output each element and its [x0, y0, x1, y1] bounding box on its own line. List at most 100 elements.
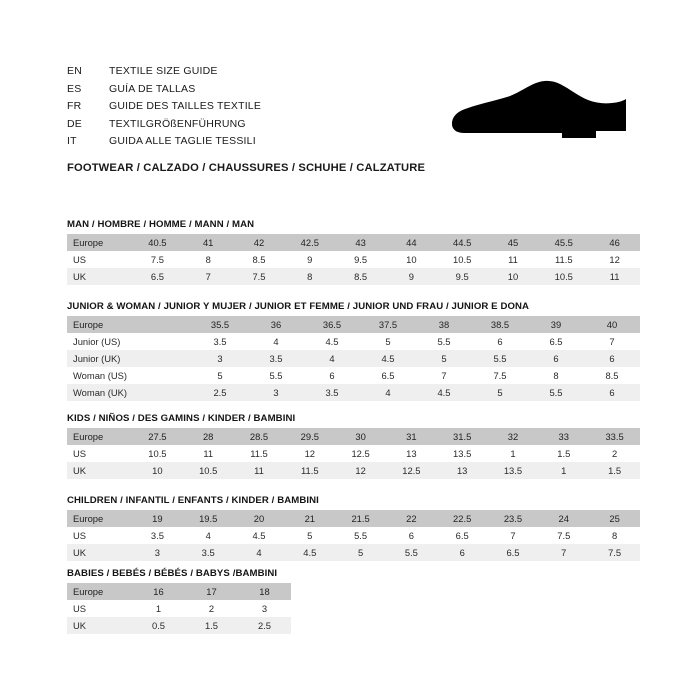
- size-cell: 20: [233, 510, 285, 527]
- table-row: UK 0.5 1.5 2.5: [67, 617, 291, 634]
- size-cell: 30: [335, 428, 386, 445]
- size-cell: 38.5: [472, 316, 528, 333]
- size-cell: 5.5: [528, 384, 584, 401]
- section-title-children: CHILDREN / INFANTIL / ENFANTS / KINDER /…: [67, 495, 319, 506]
- section-junior: JUNIOR & WOMAN / JUNIOR Y MUJER / JUNIOR…: [67, 301, 640, 401]
- language-code: EN: [67, 65, 82, 77]
- size-cell: 8.5: [335, 268, 386, 285]
- language-title: TEXTILGRÖßENFÜHRUNG: [109, 117, 246, 130]
- size-cell: 3: [192, 350, 248, 367]
- size-cell: 12: [335, 462, 386, 479]
- size-cell: 7: [487, 527, 539, 544]
- size-cell: 7.5: [472, 367, 528, 384]
- size-cell: 33: [538, 428, 590, 445]
- size-cell: 46: [589, 234, 640, 251]
- size-cell: 8: [589, 527, 640, 544]
- size-cell: 8.5: [584, 367, 640, 384]
- table-row: Woman (UK) 2.5 3 3.5 4 4.5 5 5.5 6: [67, 384, 640, 401]
- size-cell: 11: [589, 268, 640, 285]
- size-cell: 29.5: [284, 428, 336, 445]
- section-kids: KIDS / NIÑOS / DES GAMINS / KINDER / BAM…: [67, 413, 640, 479]
- table-row: US 1 2 3: [67, 600, 291, 617]
- size-cell: 2: [185, 600, 238, 617]
- dress-shoe-illustration: [444, 76, 630, 148]
- size-table-children: Europe 19 19.5 20 21 21.5 22 22.5 23.5 24 25 US 3.5 4…: [67, 510, 640, 561]
- size-cell: 12.5: [385, 462, 437, 479]
- size-cell: 4.5: [304, 333, 360, 350]
- row-label: US: [67, 445, 132, 462]
- size-cell: 13: [385, 445, 437, 462]
- size-cell: 6.5: [436, 527, 488, 544]
- size-cell: 5: [416, 350, 472, 367]
- section-title-kids: KIDS / NIÑOS / DES GAMINS / KINDER / BAM…: [67, 413, 296, 424]
- size-cell: 28.5: [233, 428, 285, 445]
- size-cell: 7: [584, 333, 640, 350]
- size-cell: 4.5: [233, 527, 285, 544]
- size-cell: 7: [538, 544, 590, 561]
- size-cell: 3: [248, 384, 304, 401]
- size-cell: 1: [132, 600, 185, 617]
- row-label: US: [67, 600, 132, 617]
- size-cell: 9: [385, 268, 437, 285]
- size-cell: 9: [284, 251, 336, 268]
- size-cell: 7: [416, 367, 472, 384]
- size-cell: 12: [589, 251, 640, 268]
- size-cell: 6.5: [132, 268, 183, 285]
- size-cell: 36.5: [304, 316, 360, 333]
- size-cell: 41: [182, 234, 234, 251]
- size-cell: 2.5: [238, 617, 291, 634]
- section-title-junior: JUNIOR & WOMAN / JUNIOR Y MUJER / JUNIOR…: [67, 301, 530, 312]
- table-row: Europe 27.5 28 28.5 29.5 30 31 31.5 32 33 33.5: [67, 428, 640, 445]
- size-cell: 6: [584, 384, 640, 401]
- size-cell: 13: [436, 462, 488, 479]
- size-cell: 13.5: [436, 445, 488, 462]
- size-cell: 7.5: [538, 527, 590, 544]
- size-cell: 0.5: [132, 617, 185, 634]
- size-cell: 21.5: [335, 510, 386, 527]
- size-cell: 4: [248, 333, 304, 350]
- size-cell: 4: [304, 350, 360, 367]
- size-cell: 6.5: [360, 367, 416, 384]
- language-code: DE: [67, 117, 82, 130]
- size-cell: 16: [132, 583, 185, 600]
- size-cell: 1.5: [589, 462, 640, 479]
- row-label: Europe: [67, 510, 132, 527]
- size-cell: 27.5: [132, 428, 183, 445]
- table-row: Junior (US) 3.5 4 4.5 5 5.5 6 6.5 7: [67, 333, 640, 350]
- row-label: Europe: [67, 583, 132, 600]
- language-title: GUÍA DE TALLAS: [109, 82, 196, 95]
- size-cell: 10.5: [436, 251, 488, 268]
- size-cell: 36: [248, 316, 304, 333]
- language-title: TEXTILE SIZE GUIDE: [109, 65, 218, 77]
- size-cell: 25: [589, 510, 640, 527]
- table-row: UK 3 3.5 4 4.5 5 5.5 6 6.5 7 7.5: [67, 544, 640, 561]
- size-cell: 37.5: [360, 316, 416, 333]
- size-cell: 9.5: [335, 251, 386, 268]
- size-cell: 5.5: [416, 333, 472, 350]
- size-cell: 21: [284, 510, 336, 527]
- size-cell: 5.5: [248, 367, 304, 384]
- size-cell: 5: [192, 367, 248, 384]
- table-row: Europe 40.5 41 42 42.5 43 44 44.5 45 45.5 46: [67, 234, 640, 251]
- size-cell: 11.5: [284, 462, 336, 479]
- size-cell: 4: [360, 384, 416, 401]
- size-table-man: Europe 40.5 41 42 42.5 43 44 44.5 45 45.5 46 US 7.5 8…: [67, 234, 640, 285]
- size-cell: 40.5: [132, 234, 183, 251]
- size-cell: 2.5: [192, 384, 248, 401]
- row-label: UK: [67, 544, 132, 561]
- size-cell: 11.5: [538, 251, 590, 268]
- size-cell: 12.5: [335, 445, 386, 462]
- size-cell: 44: [385, 234, 437, 251]
- size-cell: 8: [528, 367, 584, 384]
- section-man: MAN / HOMBRE / HOMME / MANN / MAN Europe 4…: [67, 219, 640, 285]
- size-cell: 3.5: [304, 384, 360, 401]
- language-title-block: EN TEXTILE SIZE GUIDE ES GUÍA DE TALLAS FR GU…: [67, 63, 627, 151]
- size-cell: 6: [304, 367, 360, 384]
- size-cell: 10.5: [182, 462, 234, 479]
- size-table-babies: Europe 16 17 18 US 1 2 3 UK 0.5 1.5 2.5: [67, 583, 291, 634]
- size-cell: 2: [589, 445, 640, 462]
- size-cell: 10.5: [538, 268, 590, 285]
- language-row: ES GUÍA DE TALLAS: [67, 81, 261, 99]
- size-cell: 5.5: [335, 527, 386, 544]
